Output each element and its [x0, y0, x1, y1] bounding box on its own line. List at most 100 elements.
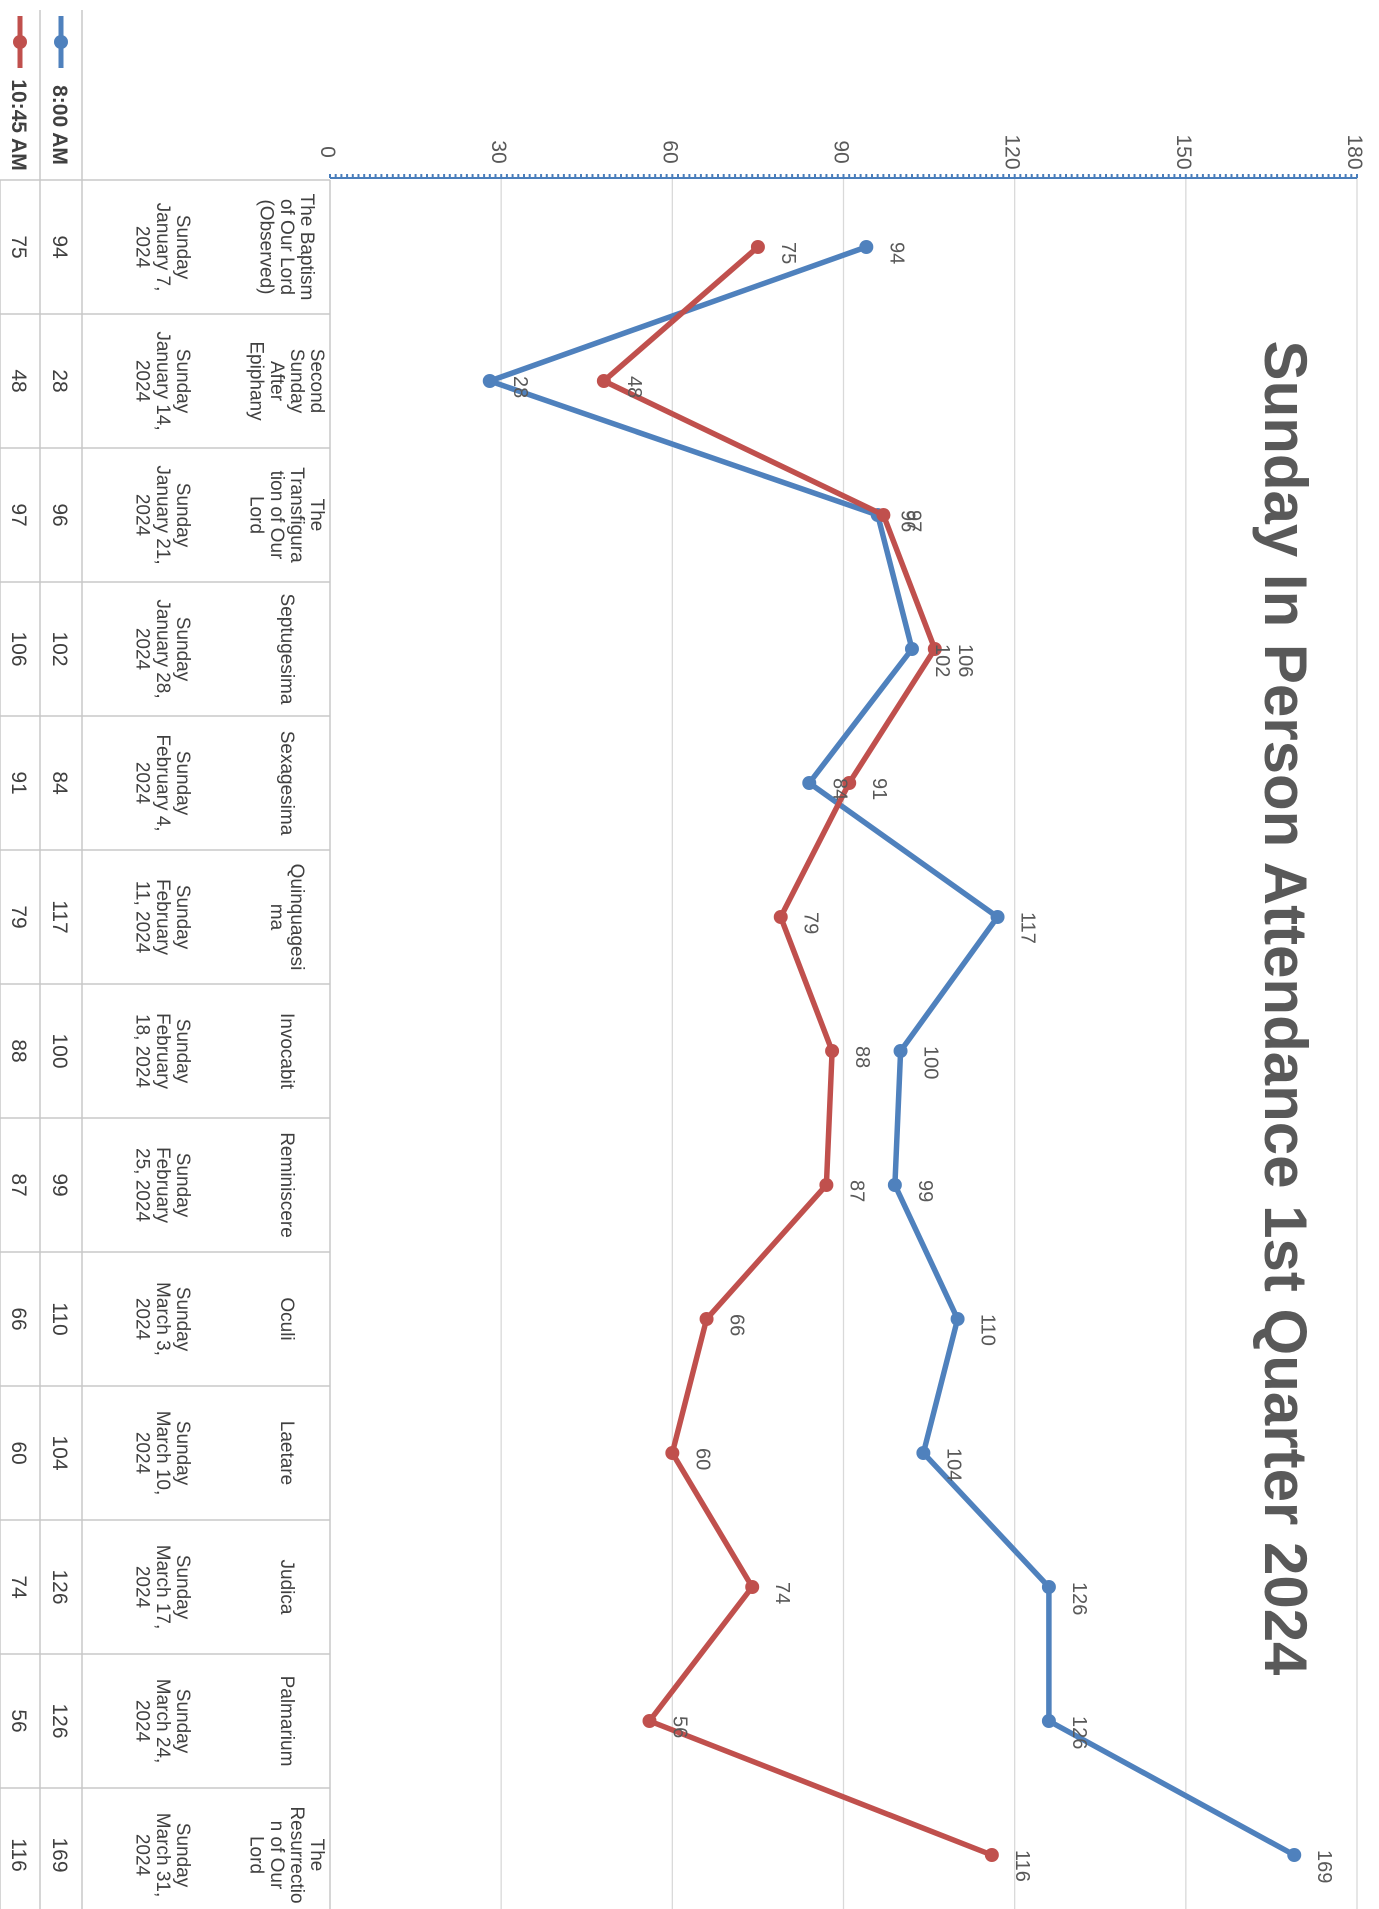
category-date: SundayMarch 31,2024: [132, 1813, 193, 1897]
data-point: [819, 1178, 834, 1192]
data-label: 56: [669, 1716, 691, 1738]
table-value: 66: [7, 1307, 30, 1330]
table-value: 91: [7, 771, 30, 794]
table-value: 84: [48, 771, 71, 795]
category-name: Septugesima: [276, 594, 297, 705]
axis-tick-marks: [329, 174, 1358, 178]
table-value: 60: [7, 1441, 30, 1464]
data-label: 94: [885, 242, 907, 264]
gridlines: [500, 178, 1358, 1909]
table-value: 74: [7, 1575, 30, 1599]
table-value: 88: [7, 1039, 30, 1062]
series-lines: [482, 240, 1302, 1862]
chart-title: Sunday In Person Attendance 1st Quarter …: [1252, 341, 1319, 1677]
table-value: 126: [48, 1569, 71, 1604]
category-name: SecondSundayAfterEpiphany: [246, 341, 327, 421]
legend-label: 8:00 AM: [48, 85, 71, 165]
legend-marker: [54, 35, 68, 49]
table-value: 79: [7, 905, 30, 928]
table-value: 102: [48, 631, 71, 666]
data-label: 99: [914, 1180, 936, 1202]
data-point: [482, 374, 497, 388]
data-point: [842, 776, 857, 790]
data-label: 74: [771, 1582, 793, 1604]
category-name: Oculi: [276, 1297, 297, 1340]
tick-label: 120: [1001, 134, 1024, 169]
table-value: 56: [7, 1709, 30, 1732]
category-name: Invocabit: [276, 1013, 297, 1090]
data-point: [927, 642, 942, 656]
category-date: SundayMarch 3,2024: [132, 1282, 193, 1356]
data-label: 126: [1068, 1716, 1090, 1749]
data-label: 88: [851, 1046, 873, 1068]
table-value: 104: [48, 1435, 71, 1470]
data-point: [1287, 1848, 1302, 1862]
category-name: TheTransfiguration of OurLord: [246, 467, 327, 563]
table-value: 116: [7, 1838, 30, 1871]
data-label: 100: [920, 1046, 942, 1079]
category-date: SundayMarch 17,2024: [132, 1545, 193, 1629]
category-name: Sexagesima: [276, 731, 297, 836]
data-point: [916, 1446, 931, 1460]
table-value: 96: [48, 503, 71, 526]
data-label: 84: [828, 778, 850, 800]
category-name: Reminiscere: [276, 1132, 297, 1238]
data-label: 60: [691, 1448, 713, 1470]
data-label: 97: [902, 510, 924, 532]
category-name: Quinquagesima: [266, 864, 307, 971]
category-date: SundayFebruary 4,2024: [132, 734, 193, 831]
data-point: [825, 1044, 840, 1058]
data-point: [665, 1446, 680, 1460]
series-line: [487, 244, 1297, 1858]
table-value: 110: [48, 1302, 71, 1335]
data-point: [887, 1178, 902, 1192]
data-label: 75: [777, 242, 799, 264]
data-point: [904, 642, 919, 656]
data-point: [984, 1848, 999, 1862]
data-point: [876, 508, 891, 522]
category-date: SundayMarch 10,2024: [132, 1411, 193, 1495]
data-label: 91: [868, 778, 890, 800]
data-label: 106: [954, 644, 976, 677]
data-point: [893, 1044, 908, 1058]
data-point: [990, 910, 1005, 924]
table-value: 97: [7, 503, 30, 526]
category-name: Laetare: [276, 1421, 297, 1485]
tick-label: 90: [830, 140, 853, 163]
data-point: [859, 240, 874, 254]
data-point: [950, 1312, 965, 1326]
category-name: TheResurrection of OurLord: [246, 1806, 327, 1903]
category-date: SundayJanuary 7,2024: [132, 203, 193, 292]
legend-label: 10:45 AM: [7, 79, 30, 170]
data-point: [642, 1714, 657, 1728]
tick-label: 0: [316, 146, 339, 158]
data-label: 110: [977, 1314, 999, 1346]
data-label: 28: [509, 376, 531, 398]
data-label: 79: [800, 912, 822, 934]
data-label: 104: [942, 1448, 964, 1481]
category-date: SundayFebruary11, 2024: [132, 879, 193, 956]
data-label: 87: [845, 1180, 867, 1202]
table-value: 28: [48, 369, 71, 392]
table-value: 48: [7, 369, 30, 392]
data-point: [596, 374, 611, 388]
category-name: Palmarium: [276, 1676, 297, 1767]
table-value: 126: [48, 1703, 71, 1738]
data-point: [773, 910, 788, 924]
data-point: [699, 1312, 714, 1326]
data-label: 96: [897, 510, 919, 532]
data-label: 48: [623, 376, 645, 398]
data-label: 102: [931, 644, 953, 677]
data-table: The Baptismof Our Lord(Observed) SundayJa…: [0, 10, 331, 1909]
data-label: 126: [1068, 1582, 1090, 1615]
category-name: The Baptismof Our Lord(Observed): [256, 194, 317, 301]
table-value: 117: [48, 900, 71, 933]
data-labels: 94 28 96 102 84 117 100 99 110 104 126 126 169 75 48 97…: [509, 242, 1335, 1883]
tick-label: 60: [658, 140, 681, 163]
legend-marker: [13, 35, 27, 49]
data-point: [750, 240, 765, 254]
data-point: [1041, 1580, 1056, 1594]
data-point: [802, 776, 817, 790]
table-value: 94: [48, 235, 71, 259]
